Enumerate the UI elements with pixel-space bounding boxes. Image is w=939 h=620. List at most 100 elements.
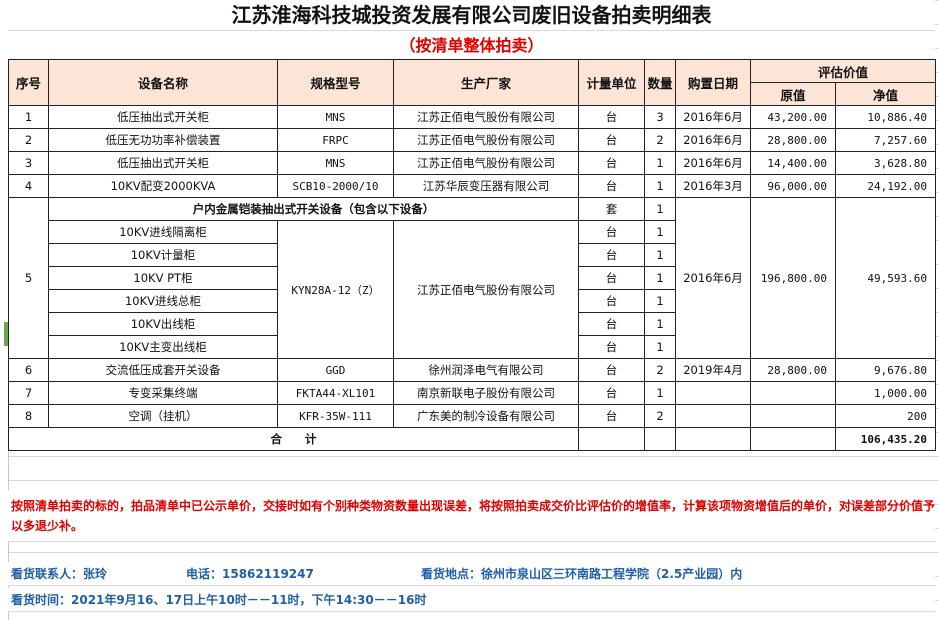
cell-maker[interactable]: 江苏正佰电气股份有限公司 [393,128,579,152]
cell-net[interactable]: 3,628.80 [835,151,936,175]
cell-name[interactable]: 10KV出线柜 [48,312,278,336]
cell-unit[interactable]: 台 [578,105,645,129]
cell-date[interactable]: 2016年6月 [675,105,751,129]
cell-spec[interactable]: SCB10-2000/10 [277,174,394,198]
cell-maker[interactable]: 南京新联电子股份有限公司 [393,381,579,405]
cell-name[interactable]: 10KV主变出线柜 [48,335,278,359]
cell-qty[interactable]: 1 [644,335,676,359]
cell-name[interactable]: 低压抽出式开关柜 [48,151,278,175]
cell-empty[interactable] [644,427,676,451]
cell-qty[interactable]: 2 [644,358,676,382]
cell-maker[interactable]: 江苏正佰电气股份有限公司 [393,220,579,359]
cell-date[interactable] [675,381,751,405]
cell-unit[interactable]: 台 [578,151,645,175]
cell-qty[interactable]: 1 [644,174,676,198]
cell-qty[interactable]: 1 [644,312,676,336]
cell-name[interactable]: 专变采集终端 [48,381,278,405]
cell-unit[interactable]: 台 [578,335,645,359]
cell-group-title[interactable]: 户内金属铠装抽出式开关设备（包含以下设备） [48,197,579,221]
cell-maker[interactable]: 广东美的制冷设备有限公司 [393,404,579,428]
cell-seq[interactable]: 4 [8,174,49,198]
cell-net[interactable]: 9,676.80 [835,358,936,382]
cell-unit[interactable]: 台 [578,174,645,198]
cell-seq[interactable]: 6 [8,358,49,382]
cell-unit[interactable]: 套 [578,197,645,221]
cell-seq[interactable]: 8 [8,404,49,428]
cell-date[interactable]: 2019年4月 [675,358,751,382]
cell-unit[interactable]: 台 [578,220,645,244]
cell-net[interactable]: 49,593.60 [835,197,936,359]
cell-orig[interactable] [750,381,836,405]
cell-unit[interactable]: 台 [578,381,645,405]
cell-name[interactable]: 低压无功功率补偿装置 [48,128,278,152]
cell-name[interactable]: 10KV PT柜 [48,266,278,290]
cell-maker[interactable]: 徐州润泽电气有限公司 [393,358,579,382]
cell-date[interactable] [675,404,751,428]
cell-orig[interactable]: 14,400.00 [750,151,836,175]
cell-net[interactable]: 10,886.40 [835,105,936,129]
col-header-seq: 序号 [8,59,49,106]
cell-seq[interactable]: 1 [8,105,49,129]
cell-spec[interactable]: MNS [277,105,394,129]
col-header-spec: 规格型号 [277,59,394,106]
cell-qty[interactable]: 3 [644,105,676,129]
cell-maker[interactable]: 江苏正佰电气股份有限公司 [393,151,579,175]
cell-date[interactable]: 2016年6月 [675,151,751,175]
cell-unit[interactable]: 台 [578,243,645,267]
cell-qty[interactable]: 1 [644,266,676,290]
cell-net[interactable]: 1,000.00 [835,381,936,405]
cell-seq[interactable]: 5 [8,197,49,359]
cell-spec[interactable]: KFR-35W-111 [277,404,394,428]
cell-empty[interactable] [578,427,645,451]
cell-name[interactable]: 低压抽出式开关柜 [48,105,278,129]
cell-date[interactable]: 2016年3月 [675,174,751,198]
cell-unit[interactable]: 台 [578,289,645,313]
cell-orig[interactable]: 96,000.00 [750,174,836,198]
cell-net[interactable]: 200 [835,404,936,428]
cell-net[interactable]: 24,192.00 [835,174,936,198]
cell-empty[interactable] [750,427,836,451]
cell-qty[interactable]: 1 [644,381,676,405]
cell-qty[interactable]: 1 [644,151,676,175]
cell-orig[interactable]: 196,800.00 [750,197,836,359]
cell-seq[interactable]: 2 [8,128,49,152]
cell-spec[interactable]: MNS [277,151,394,175]
cell-qty[interactable]: 1 [644,289,676,313]
cell-date[interactable]: 2016年6月 [675,197,751,359]
cell-maker[interactable]: 江苏华辰变压器有限公司 [393,174,579,198]
cell-spec[interactable]: GGD [277,358,394,382]
cell-unit[interactable]: 台 [578,358,645,382]
cell-empty[interactable] [675,427,751,451]
col-header-unit: 计量单位 [578,59,645,106]
cell-orig[interactable] [750,404,836,428]
total-net[interactable]: 106,435.20 [835,427,936,451]
cell-qty[interactable]: 2 [644,404,676,428]
cell-seq[interactable]: 7 [8,381,49,405]
cell-name[interactable]: 10KV配变2000KVA [48,174,278,198]
cell-unit[interactable]: 台 [578,404,645,428]
cell-name[interactable]: 交流低压成套开关设备 [48,358,278,382]
cell-qty[interactable]: 1 [644,220,676,244]
selected-row-marker [4,322,8,346]
cell-spec[interactable]: KYN28A-12（Z） [277,220,394,359]
cell-maker[interactable]: 江苏正佰电气股份有限公司 [393,105,579,129]
cell-net[interactable]: 7,257.60 [835,128,936,152]
cell-name[interactable]: 空调（挂机） [48,404,278,428]
cell-orig[interactable]: 28,800.00 [750,128,836,152]
cell-name[interactable]: 10KV进线隔离柜 [48,220,278,244]
cell-spec[interactable]: FKTA44-XL101 [277,381,394,405]
cell-unit[interactable]: 台 [578,128,645,152]
cell-orig[interactable]: 28,800.00 [750,358,836,382]
cell-date[interactable]: 2016年6月 [675,128,751,152]
cell-seq[interactable]: 3 [8,151,49,175]
cell-spec[interactable]: FRPC [277,128,394,152]
cell-name[interactable]: 10KV计量柜 [48,243,278,267]
cell-unit[interactable]: 台 [578,266,645,290]
cell-orig[interactable]: 43,200.00 [750,105,836,129]
cell-name[interactable]: 10KV进线总柜 [48,289,278,313]
viewing-location: 看货地点：徐州市泉山区三环南路工程学院（2.5产业园）内 [421,567,743,581]
cell-qty[interactable]: 1 [644,197,676,221]
cell-unit[interactable]: 台 [578,312,645,336]
cell-qty[interactable]: 2 [644,128,676,152]
cell-qty[interactable]: 1 [644,243,676,267]
